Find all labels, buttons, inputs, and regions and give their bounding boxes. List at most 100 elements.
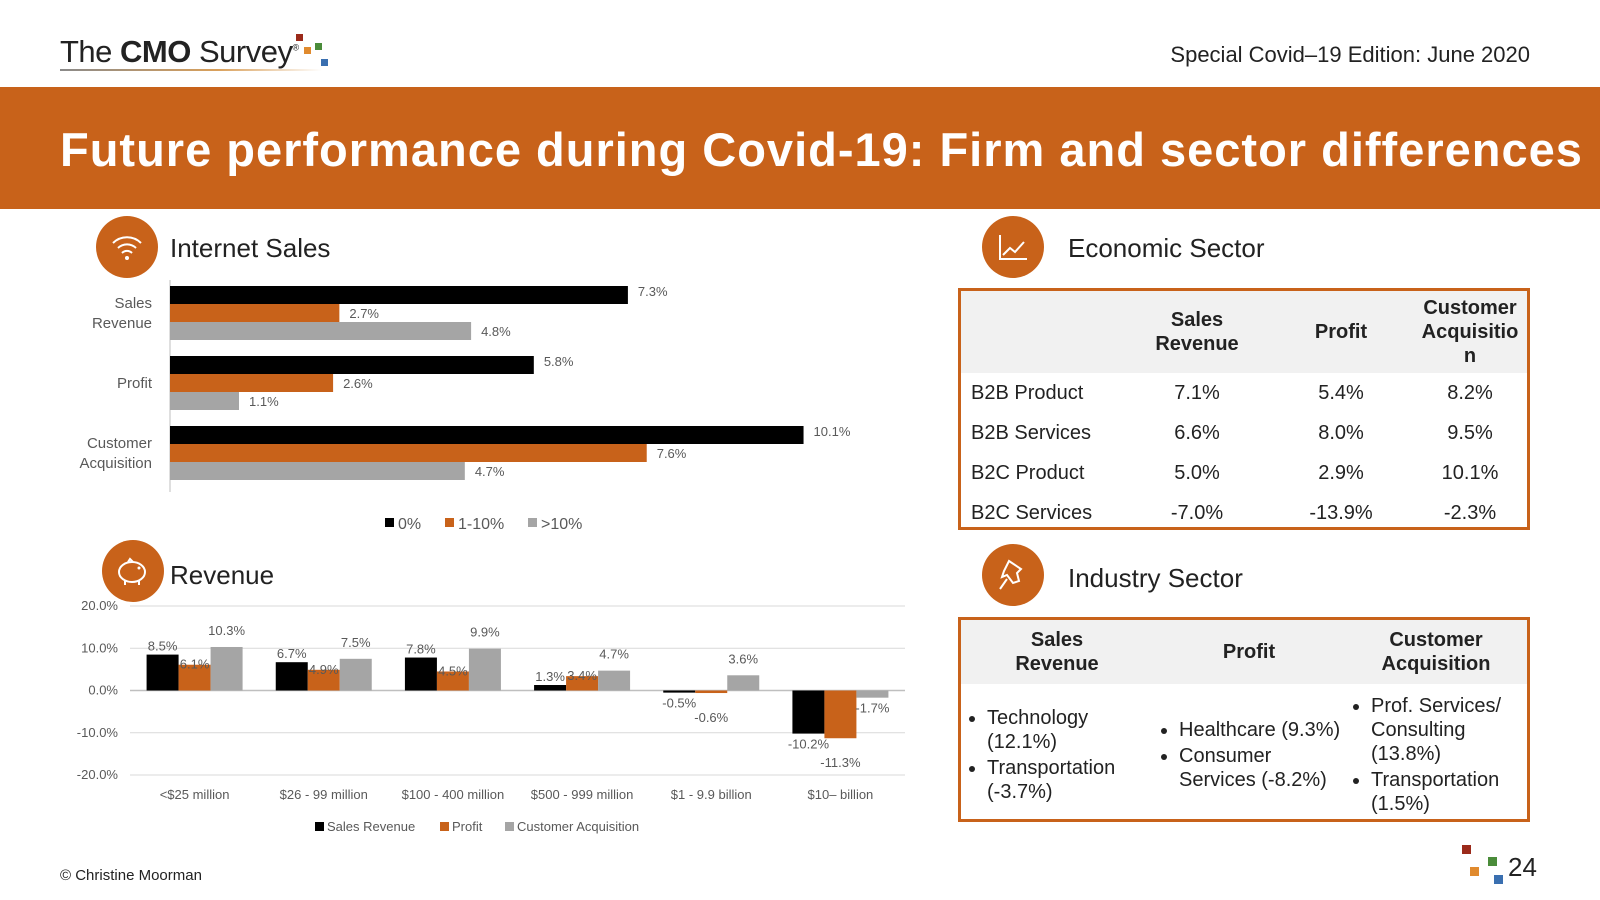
data-label: -0.5% [662,696,696,711]
line-chart-icon [982,216,1044,278]
pushpin-icon [982,544,1044,606]
table-header: Profit [1269,291,1413,373]
bar-profit [566,676,599,691]
footer-squares-icon [1462,845,1503,884]
data-label: 7.6% [657,446,687,461]
y-tick-label: 0.0% [88,683,118,698]
bar-10 [170,392,239,410]
bar-sales-revenue [534,685,567,691]
category-label: Sales [114,295,152,312]
table-row-label: B2C Product [971,461,1085,484]
table-cell: 5.0% [1174,461,1220,484]
x-tick-label: $100 - 400 million [402,787,505,802]
internet-sales-chart: Sales Revenue 7.3% 2.7% 4.8% Profit 5.8% 2.6% 1.… [79,280,851,533]
revenue-chart: 20.0% 10.0% 0.0% -10.0% -20.0% 8.5%6.1% 10.3% <… [77,600,905,834]
bar-10 [170,462,465,480]
legend-swatch [505,822,514,831]
data-label: -0.6% [694,710,728,725]
table-row: B2C Product 5.0% 2.9% 10.1% [961,453,1527,493]
bar-customer-acquisition [727,675,760,691]
table-cell: 7.1% [1174,381,1220,404]
bar-sales-revenue [275,662,308,691]
table-row-label: B2B Services [971,421,1092,444]
bar-sales-revenue [146,654,179,691]
table-cell: 8.0% [1318,421,1364,444]
data-label: -1.7% [855,701,889,716]
category-label: Revenue [92,315,152,332]
list-item: Healthcare (9.3%) [1179,718,1341,742]
data-label: 2.7% [349,306,379,321]
y-tick-label: 20.0% [81,600,118,613]
table-header: Sales Revenue [1125,291,1269,373]
category-label: Customer [87,435,152,452]
legend-label: >10% [541,516,582,533]
data-label: 6.7% [277,646,307,661]
bar-10 [170,322,472,340]
page-number: 24 [1508,852,1537,882]
table-cell: 5.4% [1318,381,1364,404]
data-label: 4.8% [481,324,511,339]
legend-label: Profit [452,819,483,834]
data-label: 10.3% [208,623,245,638]
bar-profit [178,664,211,691]
table-cell: Technology (12.1%) Transportation (-3.7%… [961,684,1153,824]
table-cell: 9.5% [1447,421,1493,444]
bar-customer-acquisition [468,648,501,691]
list-item: Consumer Services (-8.2%) [1179,744,1341,792]
list-item: Transportation (1.5%) [1371,768,1523,816]
data-label: 4.5% [438,663,468,678]
table-row: Technology (12.1%) Transportation (-3.7%… [961,684,1527,824]
bar-profit [824,690,857,739]
x-tick-label: $26 - 99 million [280,787,368,802]
y-tick-label: 10.0% [81,640,118,655]
wifi-icon [96,216,158,278]
piggy-bank-icon [102,540,164,602]
legend-swatch [315,822,324,831]
bar-customer-acquisition [210,646,243,691]
category-label: Profit [117,375,153,392]
x-tick-label: <$25 million [160,787,230,802]
data-label: 7.3% [638,284,668,299]
bar-customer-acquisition [856,690,889,698]
legend-swatch [445,518,454,527]
data-label: 4.9% [309,662,339,677]
table-row-label: B2C Services [971,501,1093,524]
table-header-empty [961,291,1125,373]
category-label: Acquisition [79,455,152,472]
legend-swatch [528,518,537,527]
table-row: B2B Services 6.6% 8.0% 9.5% [961,413,1527,453]
bar-profit [695,690,728,694]
data-label: 7.5% [341,635,371,650]
data-label: 2.6% [343,376,373,391]
bar-sales-revenue [404,657,437,691]
bar-1-10 [170,304,340,322]
brand-logo: The CMO Survey® [60,34,299,69]
economic-sector-title: Economic Sector [1068,233,1265,263]
legend-label: 0% [398,516,421,533]
data-label: 7.8% [406,642,436,657]
bar-1-10 [170,374,334,392]
x-tick-label: $1 - 9.9 billion [671,787,752,802]
bar-0 [170,426,804,444]
brand-squares-icon [296,34,328,66]
bar-customer-acquisition [339,658,372,691]
bar-profit [307,669,340,691]
bar-customer-acquisition [598,670,631,691]
y-tick-label: -10.0% [77,725,119,740]
x-tick-label: $500 - 999 million [531,787,634,802]
table-row: B2C Services -7.0% -13.9% -2.3% [961,493,1527,533]
page-title: Future performance during Covid-19: Firm… [60,123,1583,176]
data-label: 3.6% [728,651,758,666]
legend-label: 1-10% [458,516,504,533]
list-item: Technology (12.1%) [987,706,1149,754]
table-cell: -13.9% [1309,501,1373,524]
table-cell: -7.0% [1170,501,1224,524]
data-label: 3.4% [567,668,597,683]
data-label: 10.1% [814,424,851,439]
data-label: 4.7% [599,647,629,662]
data-label: -10.2% [788,737,830,752]
copyright: © Christine Moorman [60,867,202,884]
x-tick-label: $10– billion [808,787,874,802]
revenue-title: Revenue [170,560,275,590]
